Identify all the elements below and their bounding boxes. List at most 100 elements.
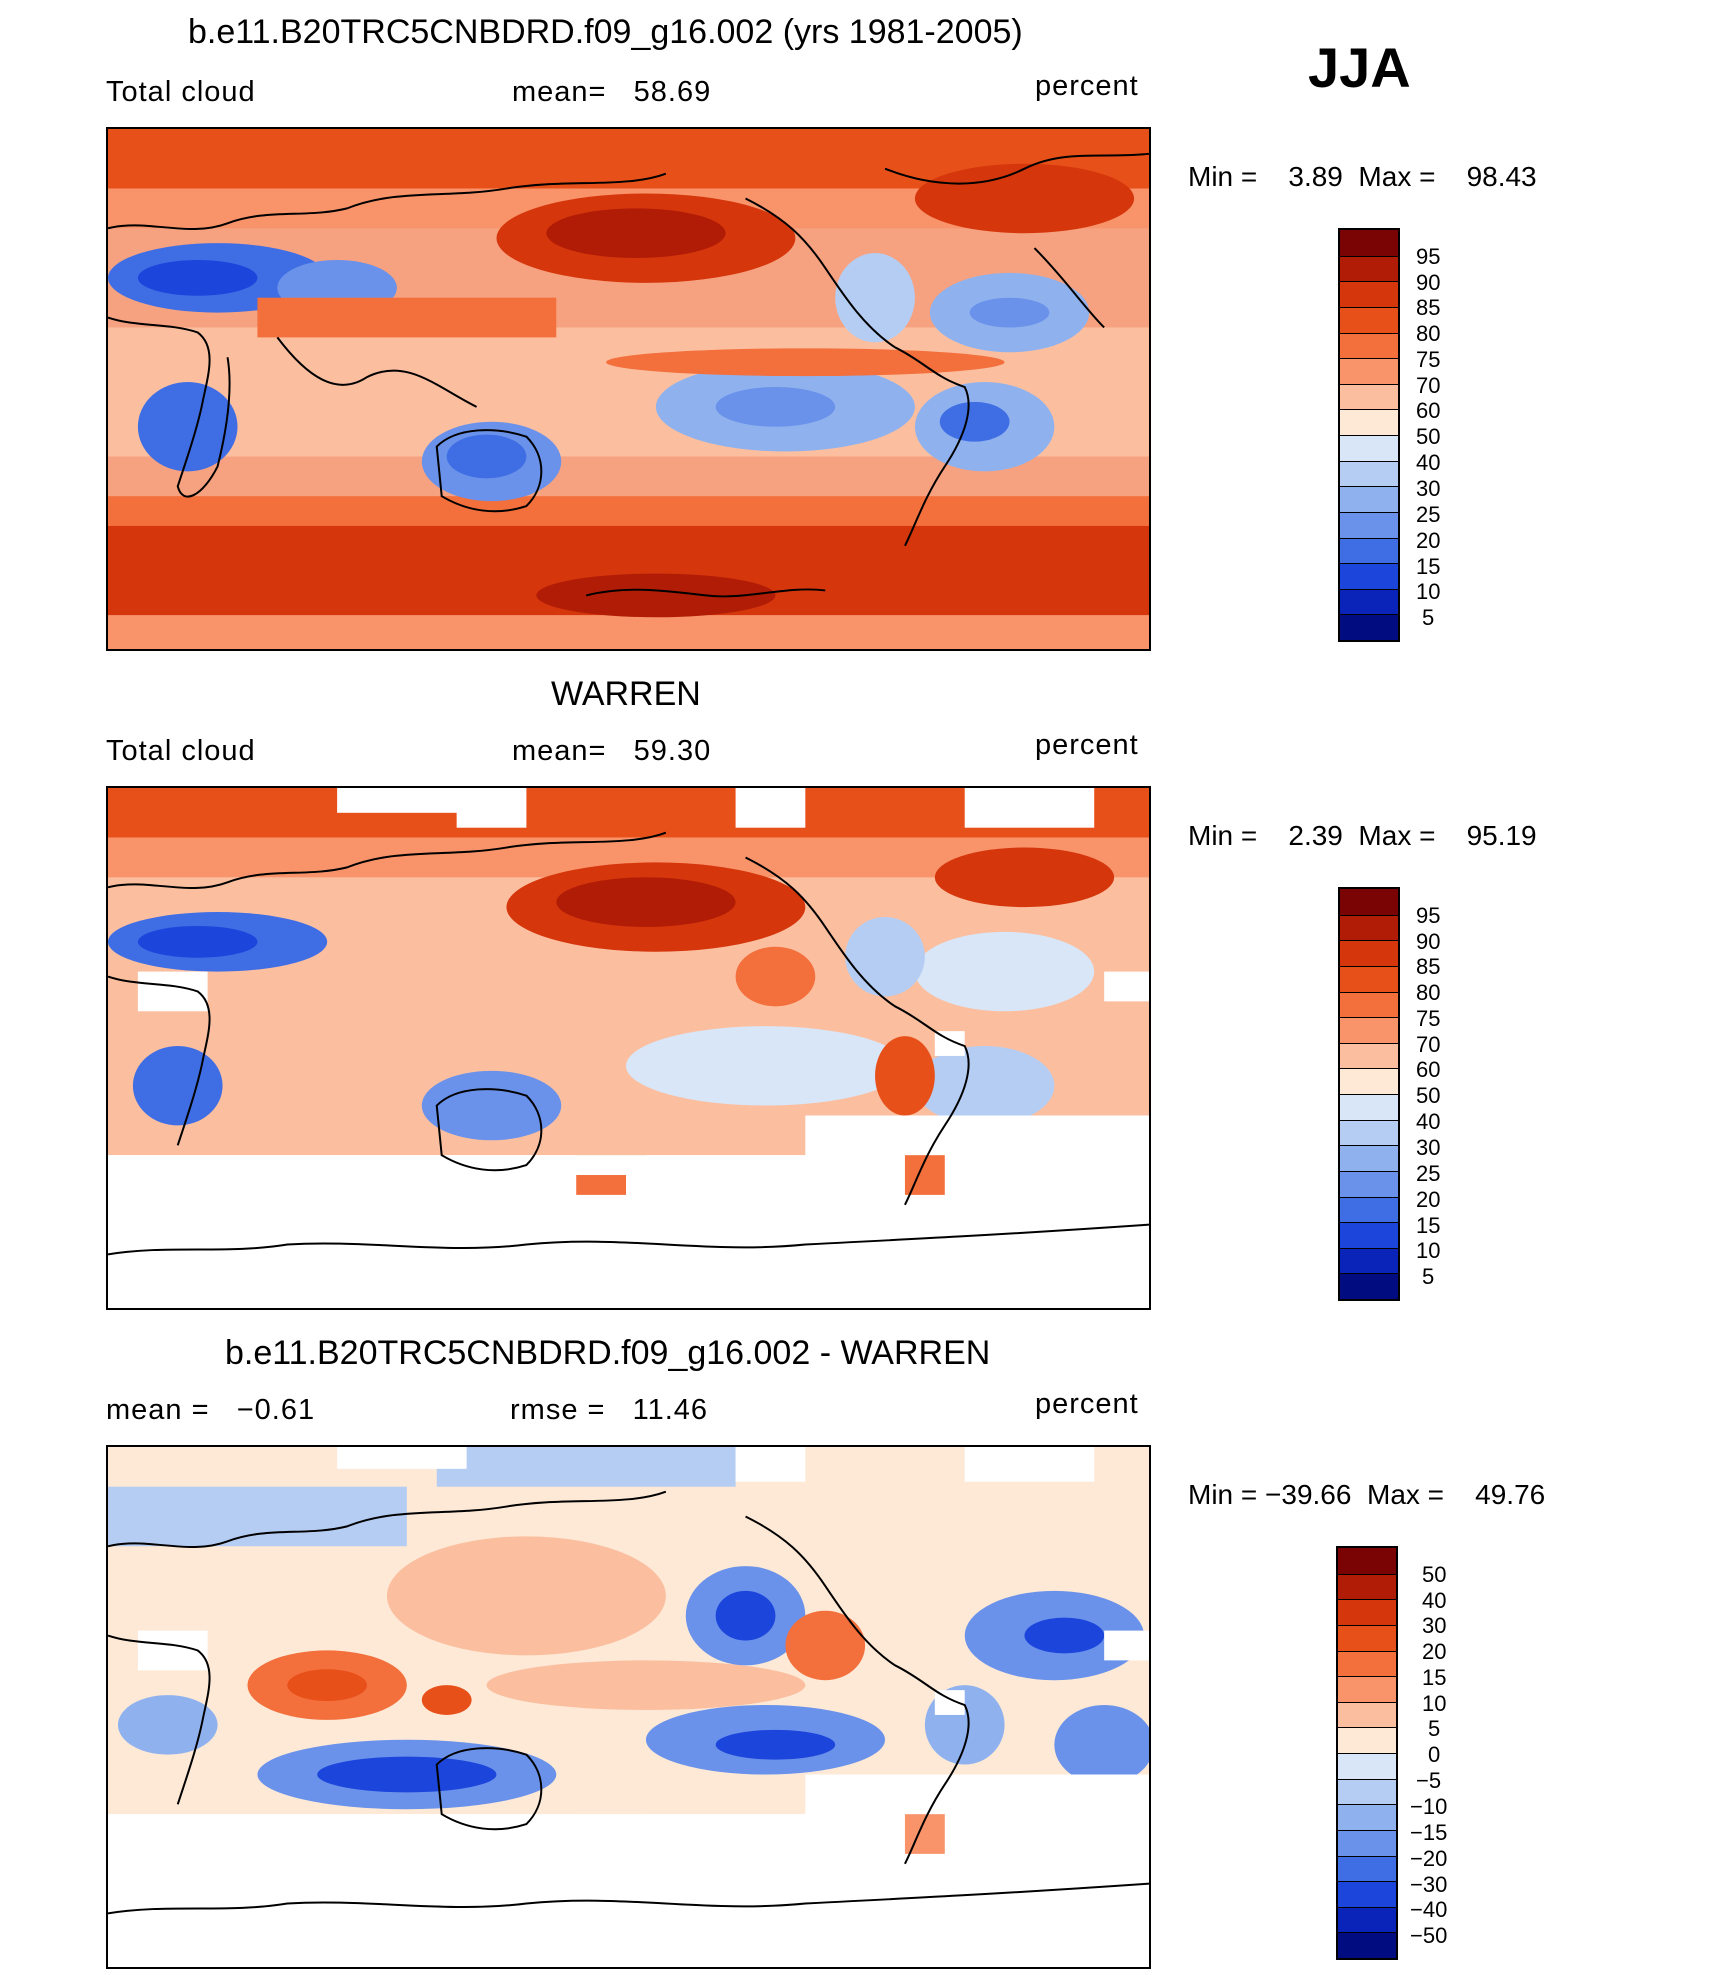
mean-label: mean = −0.61 [106,1394,316,1426]
panel-title: WARREN [551,675,701,713]
rmse-label: rmse = 11.46 [510,1394,709,1426]
colorbar-swatch [1340,230,1398,256]
colorbar-swatch [1340,1145,1398,1171]
minmax-label: Min = −39.66 Max = 49.76 [1188,1479,1546,1510]
colorbar-swatch [1340,1170,1398,1197]
colorbar-swatch [1338,1881,1396,1907]
colorbar-tick: 20 [1416,528,1441,553]
colorbar-swatch [1340,511,1398,538]
colorbar-swatch [1338,1624,1396,1651]
colorbar-tick: 25 [1416,1161,1441,1186]
colorbar-swatch [1340,914,1398,941]
colorbar-swatch [1340,1222,1398,1248]
variable-label: Total cloud [106,76,256,108]
colorbar-swatch [1340,306,1398,333]
variable-label: Total cloud [106,735,256,767]
season-label: JJA [1308,36,1411,99]
minmax-label: Min = 3.89 Max = 98.43 [1188,161,1537,192]
colorbar-tick: 70 [1416,373,1441,398]
cloud-field [108,788,1149,1308]
cloud-map [106,786,1151,1310]
colorbar-tick: 95 [1416,903,1441,928]
colorbar-swatch [1340,1247,1398,1274]
colorbar-tick: 20 [1416,1187,1441,1212]
colorbar-swatch [1340,255,1398,282]
colorbar-tick: 10 [1422,1691,1447,1716]
colorbar-swatch [1340,1119,1398,1146]
colorbar-swatch [1340,940,1398,966]
colorbar [1336,1546,1398,1960]
colorbar-tick: 40 [1422,1588,1447,1613]
colorbar-tick: 40 [1416,1109,1441,1134]
colorbar-swatch [1340,1017,1398,1043]
colorbar-swatch [1340,614,1398,640]
colorbar-tick: −50 [1410,1923,1448,1948]
colorbar-swatch [1340,358,1398,384]
colorbar-tick: 5 [1428,1716,1441,1741]
colorbar-tick: 50 [1416,424,1441,449]
colorbar-tick: 80 [1416,321,1441,346]
colorbar-tick: 90 [1416,270,1441,295]
colorbar-tick: 15 [1416,554,1441,579]
colorbar-swatch [1338,1753,1396,1779]
colorbar-tick: 50 [1422,1562,1447,1587]
colorbar-swatch [1338,1727,1396,1753]
colorbar-tick: 75 [1416,1006,1441,1031]
units-label: percent [1035,1388,1139,1420]
colorbar [1338,887,1400,1301]
colorbar-tick: −15 [1410,1820,1448,1845]
colorbar-swatch [1340,1196,1398,1223]
colorbar-tick: 85 [1416,295,1441,320]
cloud-field [108,129,1149,649]
colorbar-swatch [1340,1273,1398,1299]
colorbar-tick: 60 [1416,1057,1441,1082]
colorbar-tick: −5 [1416,1768,1442,1793]
colorbar-swatch [1338,1778,1396,1805]
panel-title: b.e11.B20TRC5CNBDRD.f09_g16.002 - WARREN [225,1334,991,1372]
colorbar-swatch [1338,1650,1396,1677]
colorbar-tick: 40 [1416,450,1441,475]
colorbar-swatch [1340,332,1398,359]
colorbar-tick: 50 [1416,1083,1441,1108]
colorbar-tick: 15 [1416,1213,1441,1238]
cloud-map [106,127,1151,651]
colorbar-tick: 0 [1428,1742,1441,1767]
colorbar-swatch [1340,1042,1398,1069]
colorbar-swatch [1340,435,1398,461]
colorbar-tick: 85 [1416,954,1441,979]
colorbar-tick: 30 [1416,1135,1441,1160]
colorbar-swatch [1338,1932,1396,1958]
colorbar-tick: 30 [1416,476,1441,501]
colorbar-swatch [1338,1573,1396,1600]
colorbar-tick: 5 [1422,1264,1435,1289]
colorbar-tick: −30 [1410,1872,1448,1897]
units-label: percent [1035,70,1139,102]
colorbar-swatch [1340,588,1398,615]
colorbar-tick: 5 [1422,605,1435,630]
colorbar-tick: −10 [1410,1794,1448,1819]
colorbar-swatch [1338,1676,1396,1702]
colorbar-tick: 80 [1416,980,1441,1005]
colorbar-tick: −40 [1410,1897,1448,1922]
colorbar-tick: 95 [1416,244,1441,269]
colorbar-swatch [1338,1599,1396,1625]
colorbar-swatch [1340,563,1398,589]
colorbar-swatch [1340,889,1398,915]
colorbar-swatch [1338,1701,1396,1728]
difference-map [106,1445,1151,1969]
colorbar-swatch [1340,460,1398,487]
panel-title: b.e11.B20TRC5CNBDRD.f09_g16.002 (yrs 198… [188,13,1023,51]
colorbar-tick: 75 [1416,347,1441,372]
colorbar [1338,228,1400,642]
colorbar-tick: −20 [1410,1846,1448,1871]
mean-label: mean= 58.69 [512,76,712,108]
colorbar-swatch [1338,1804,1396,1830]
colorbar-tick: 20 [1422,1639,1447,1664]
colorbar-tick: 60 [1416,398,1441,423]
colorbar-tick: 70 [1416,1032,1441,1057]
colorbar-swatch [1340,409,1398,435]
colorbar-swatch [1340,383,1398,410]
colorbar-swatch [1338,1829,1396,1856]
colorbar-tick: 90 [1416,929,1441,954]
colorbar-swatch [1338,1548,1396,1574]
